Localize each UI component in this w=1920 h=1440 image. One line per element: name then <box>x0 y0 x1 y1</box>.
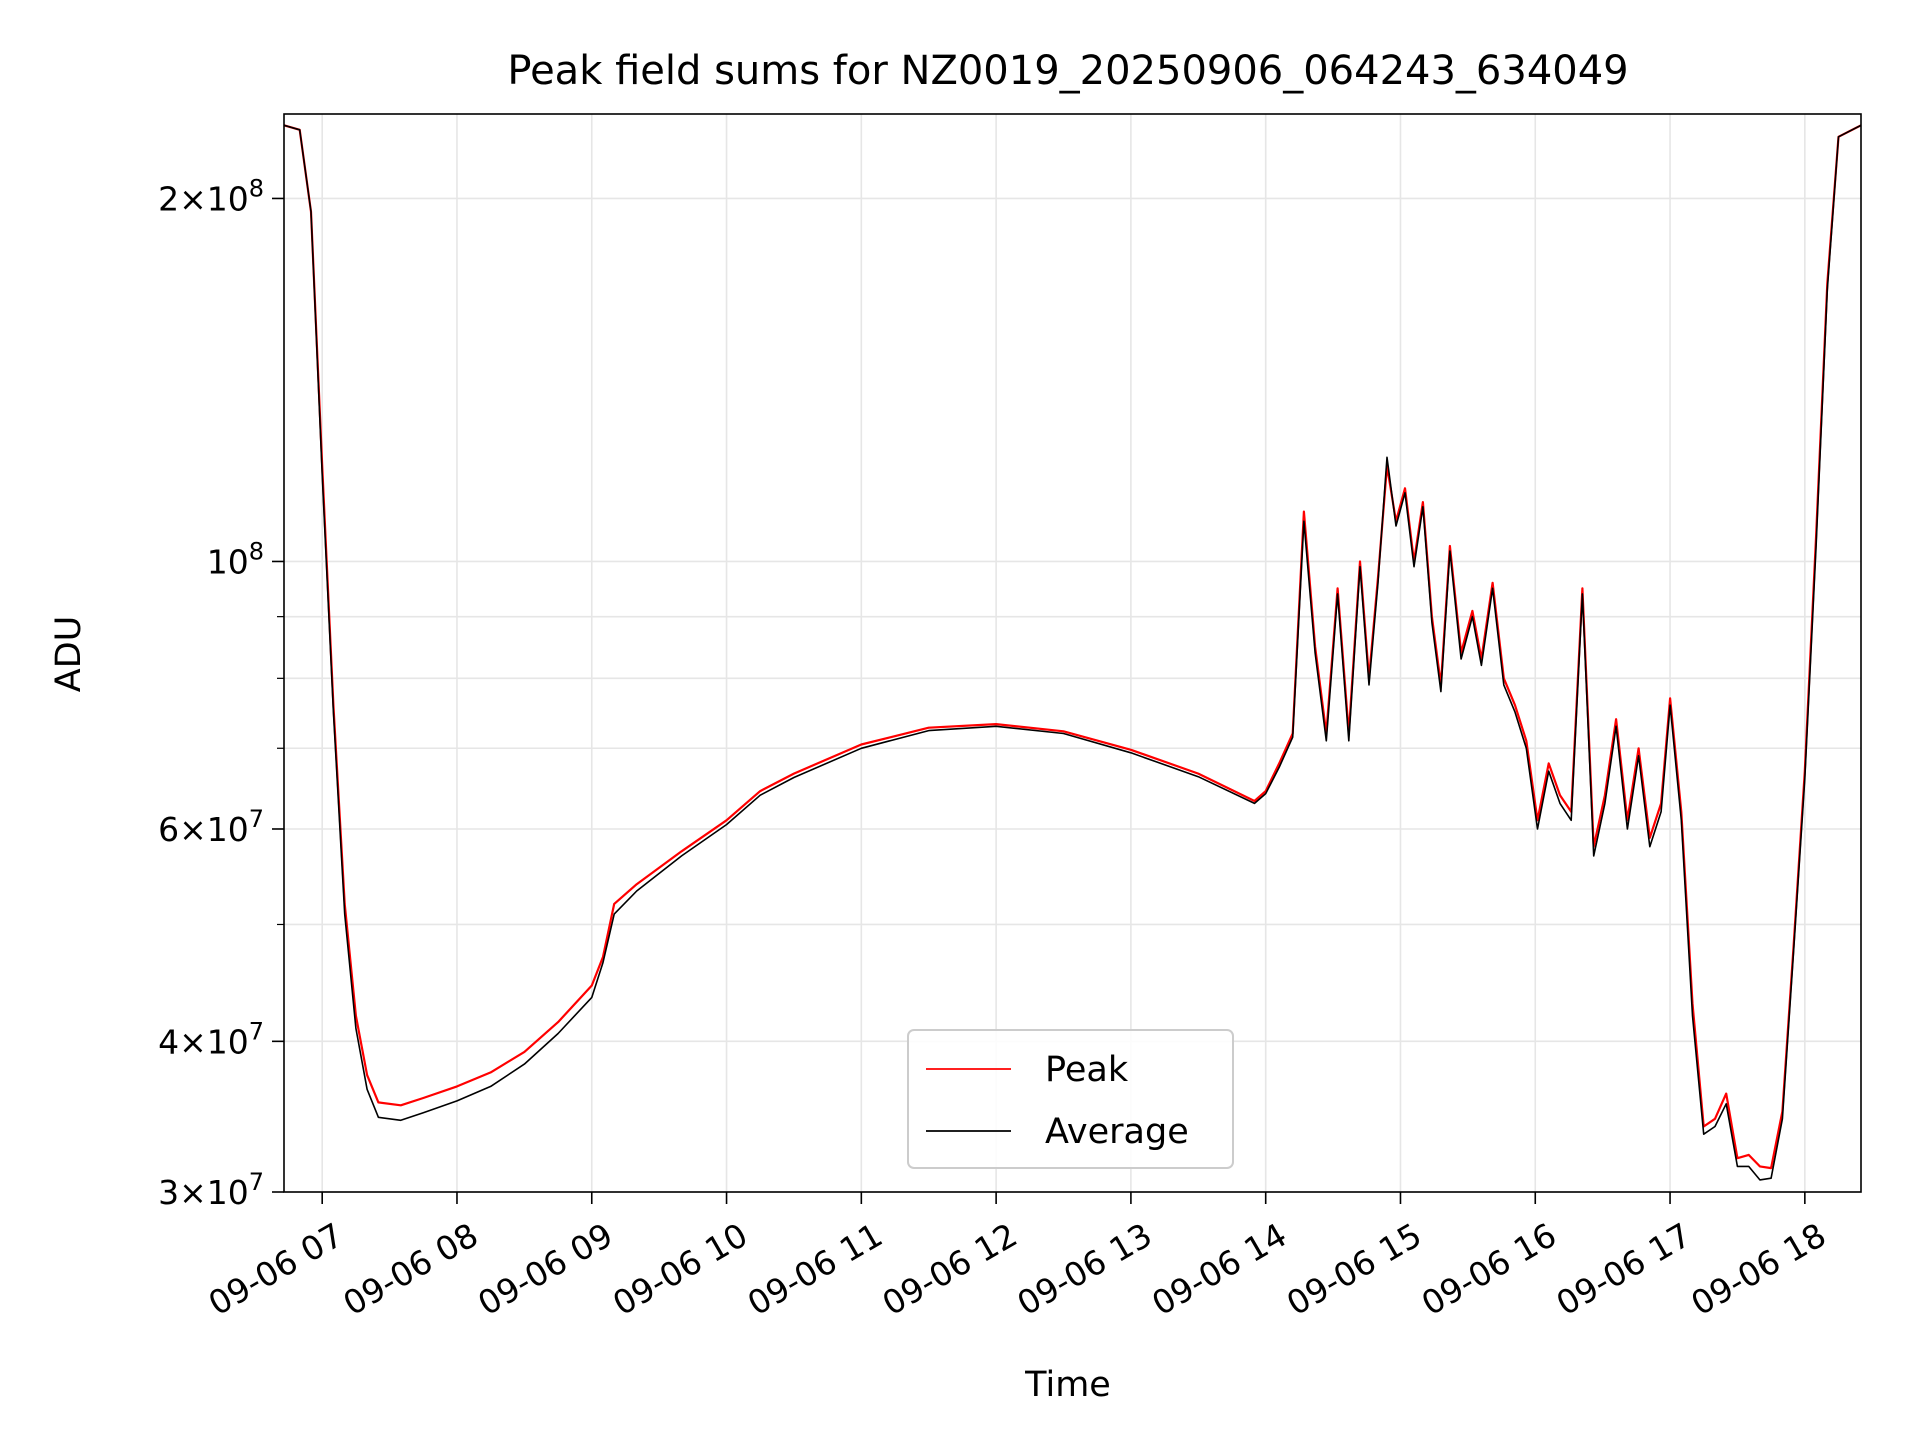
legend-box <box>907 1029 1234 1169</box>
legend-label-peak: Peak <box>1045 1050 1129 1090</box>
plot-area <box>284 124 1861 1181</box>
chart-title: Peak field sums for NZ0019_20250906_0642… <box>507 48 1628 94</box>
y-tick-label: 4×107 <box>158 1017 264 1061</box>
y-axis-label: ADU <box>49 616 89 693</box>
y-tick-label: 2×108 <box>158 174 264 218</box>
x-axis-label: Time <box>1024 1365 1111 1405</box>
y-tick-label: 108 <box>207 537 264 581</box>
series-line-average <box>284 124 1861 1181</box>
legend-label-average: Average <box>1045 1112 1189 1152</box>
legend: Peak Average <box>907 1029 1234 1169</box>
y-tick-label: 6×107 <box>158 805 264 849</box>
y-tick-label: 3×107 <box>158 1168 264 1212</box>
axes-frame <box>283 113 1862 1193</box>
